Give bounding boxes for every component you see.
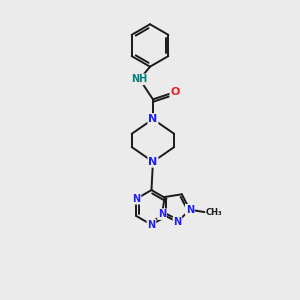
Text: O: O [170,87,180,97]
Text: N: N [186,205,194,215]
Text: N: N [148,114,158,124]
Text: N: N [148,157,158,167]
Text: N: N [147,220,155,230]
Text: N: N [173,217,181,227]
Text: N: N [158,209,166,219]
Text: N: N [132,194,140,204]
Text: CH₃: CH₃ [206,208,222,217]
Text: NH: NH [132,74,148,84]
